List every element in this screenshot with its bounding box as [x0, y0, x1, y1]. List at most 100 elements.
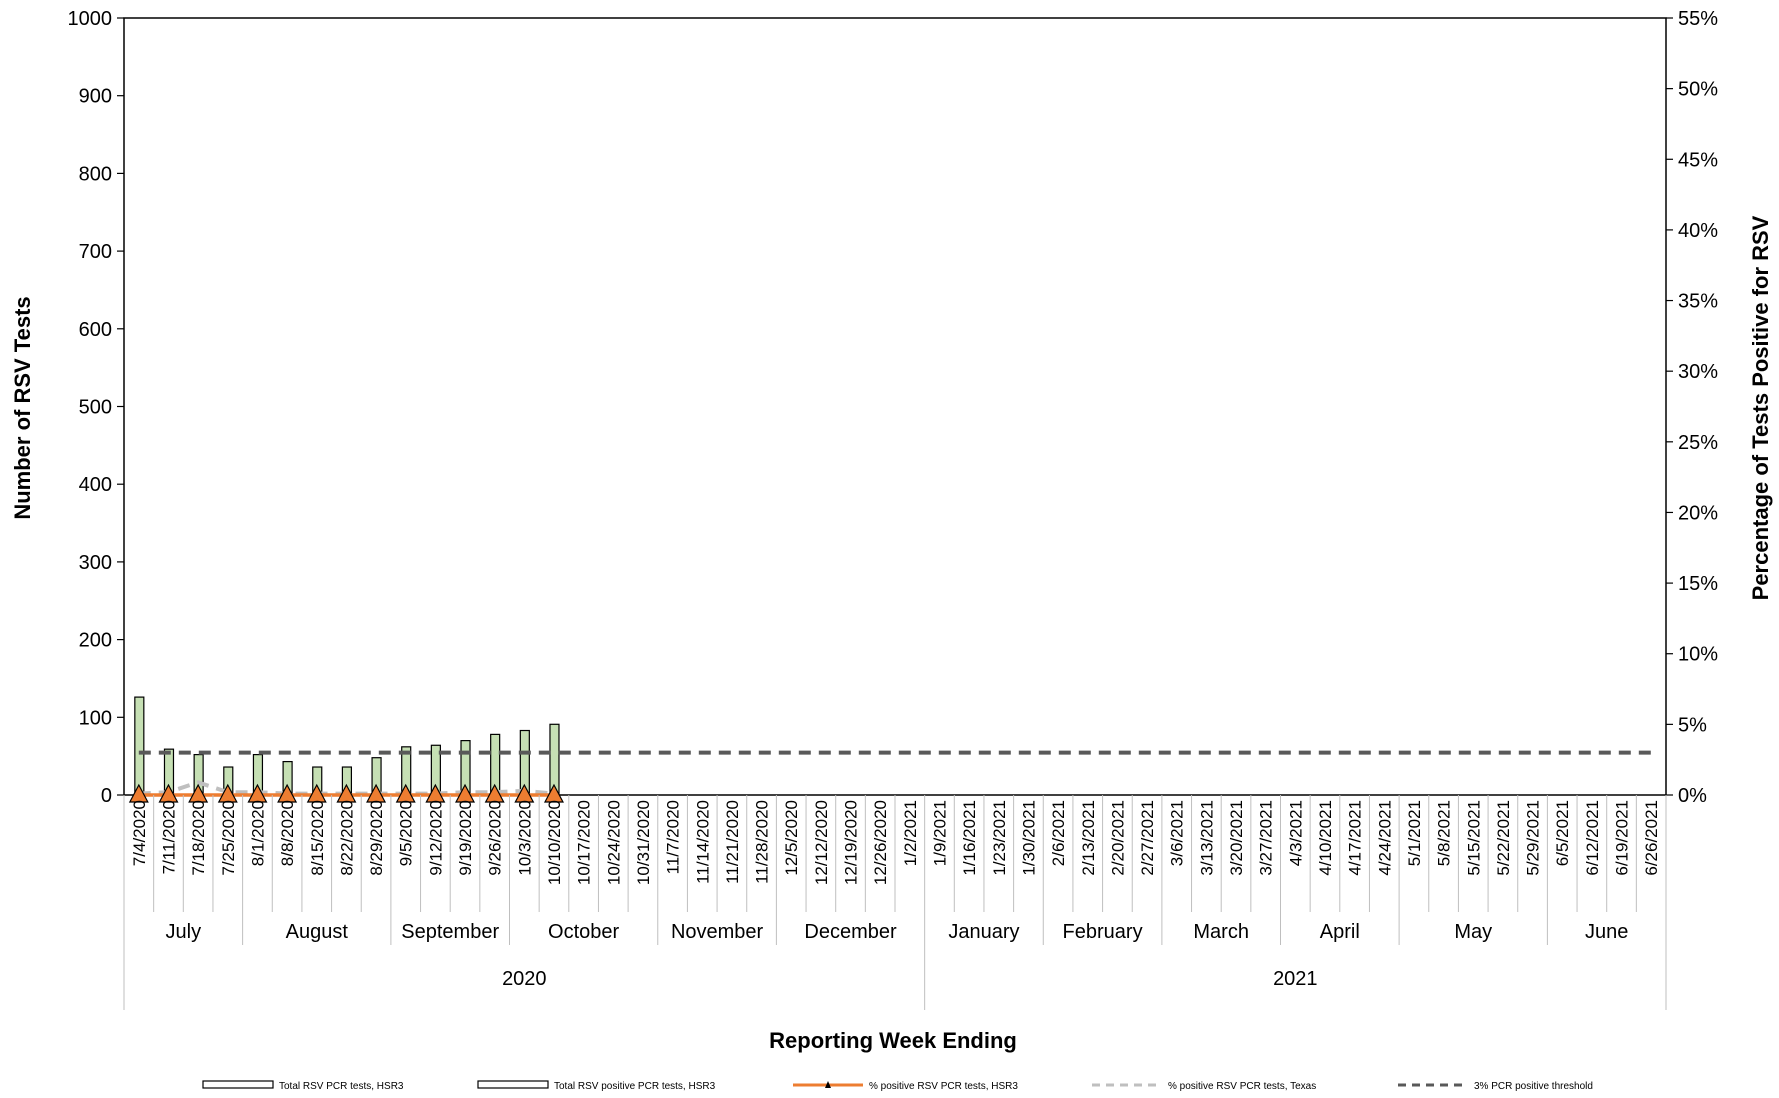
x-category-label: 6/5/2021: [1553, 800, 1572, 866]
bar-total-tests: [134, 696, 145, 796]
y-left-tick-label: 300: [79, 552, 112, 574]
x-category-label: 10/3/2020: [515, 800, 534, 876]
x-category-label: 10/10/2020: [545, 800, 564, 885]
x-category-label: 9/5/2020: [397, 800, 416, 866]
x-category-label: 12/26/2020: [871, 800, 890, 885]
month-label: September: [401, 921, 499, 943]
y-left-tick-label: 1000: [68, 8, 113, 30]
x-category-label: 6/19/2021: [1613, 800, 1632, 876]
marker-pct-positive-hsr3: [158, 783, 179, 803]
y-left-tick-label: 200: [79, 630, 112, 652]
legend-swatch-bar: [477, 1080, 549, 1089]
y-right-tick-label: 35%: [1678, 291, 1718, 313]
marker-pct-positive-hsr3: [455, 783, 476, 803]
x-category-label: 9/26/2020: [486, 800, 505, 876]
marker-pct-positive-hsr3: [425, 783, 446, 803]
y-axis-left-title: Number of RSV Tests: [10, 296, 35, 519]
x-category-label: 12/12/2020: [812, 800, 831, 885]
marker-pct-positive-hsr3: [217, 783, 238, 803]
y-right-tick-label: 5%: [1678, 714, 1707, 736]
x-category-label: 2/27/2021: [1138, 800, 1157, 876]
y-right-tick-label: 0%: [1678, 785, 1707, 807]
month-label: May: [1454, 921, 1492, 943]
y-right-tick-label: 40%: [1678, 220, 1718, 242]
year-label: 2020: [502, 968, 547, 990]
x-category-label: 5/22/2021: [1494, 800, 1513, 876]
y-right-tick-label: 50%: [1678, 79, 1718, 101]
x-category-label: 2/6/2021: [1049, 800, 1068, 866]
y-right-tick-label: 25%: [1678, 432, 1718, 454]
y-axis-left-ticks: 0 100 200 300 400 500 600 700 800 900 1000: [68, 8, 124, 807]
x-category-label: 3/27/2021: [1257, 800, 1276, 876]
marker-pct-positive-hsr3: [395, 783, 416, 803]
x-axis-groups: July August September October November Decemb…: [123, 912, 1667, 1010]
marker-pct-positive-hsr3: [514, 783, 535, 803]
x-category-label: 4/24/2021: [1375, 800, 1394, 876]
x-category-label: 11/21/2020: [723, 800, 742, 884]
legend-swatch-bar: [202, 1080, 274, 1089]
x-category-label: 1/30/2021: [1019, 800, 1038, 876]
x-category-label: 1/2/2021: [901, 800, 920, 866]
x-category-label: 1/16/2021: [960, 800, 979, 876]
legend-swatch-marker: [825, 1081, 831, 1088]
y-right-tick-label: 45%: [1678, 149, 1718, 171]
month-label: December: [804, 921, 897, 943]
marker-pct-positive-hsr3: [543, 783, 564, 803]
x-category-label: 10/31/2020: [634, 800, 653, 885]
x-category-label: 7/25/2020: [219, 800, 238, 876]
year-label: 2021: [1273, 968, 1318, 990]
x-category-label: 10/24/2020: [604, 800, 623, 885]
x-category-label: 1/23/2021: [990, 800, 1009, 876]
month-label: January: [948, 921, 1019, 943]
marker-pct-positive-hsr3: [306, 783, 327, 803]
x-category-label: 4/3/2021: [1286, 800, 1305, 866]
marker-pct-positive-hsr3: [188, 783, 209, 803]
x-category-label: 12/19/2020: [842, 800, 861, 885]
month-label: June: [1585, 921, 1628, 943]
y-axis-right-title: Percentage of Tests Positive for RSV: [1748, 215, 1773, 600]
marker-pct-positive-hsr3: [366, 783, 387, 803]
x-category-label: 11/7/2020: [664, 800, 683, 874]
y-left-tick-label: 800: [79, 163, 112, 185]
x-category-label: 9/19/2020: [456, 800, 475, 876]
x-category-label: 9/12/2020: [426, 800, 445, 876]
x-category-label: 5/1/2021: [1405, 800, 1424, 866]
y-right-tick-label: 55%: [1678, 8, 1718, 30]
bars-layer: [134, 696, 560, 796]
bar-total-tests: [549, 723, 560, 796]
month-label: October: [548, 921, 619, 943]
y-right-tick-label: 10%: [1678, 644, 1718, 666]
y-left-tick-label: 900: [79, 86, 112, 108]
month-label: August: [286, 921, 349, 943]
x-category-label: 4/17/2021: [1346, 800, 1365, 876]
marker-pct-positive-hsr3: [128, 783, 149, 803]
x-category-label: 11/28/2020: [753, 800, 772, 884]
x-category-label: 5/29/2021: [1524, 800, 1543, 876]
x-category-label: 8/29/2020: [367, 800, 386, 876]
x-axis-category-labels: 7/4/2020 7/11/2020 7/18/2020 7/25/2020 8/1/2…: [123, 795, 1667, 912]
x-category-label: 7/18/2020: [189, 800, 208, 876]
legend-label: Total RSV positive PCR tests, HSR3: [554, 1081, 716, 1092]
x-category-label: 11/14/2020: [693, 800, 712, 884]
x-category-label: 3/20/2021: [1227, 800, 1246, 876]
y-right-tick-label: 15%: [1678, 573, 1718, 595]
month-label: April: [1320, 921, 1360, 943]
y-left-tick-label: 0: [101, 785, 112, 807]
legend-label: Total RSV PCR tests, HSR3: [279, 1081, 404, 1092]
x-category-label: 7/4/2020: [130, 800, 149, 866]
y-left-tick-label: 700: [79, 241, 112, 263]
x-category-label: 2/20/2021: [1108, 800, 1127, 876]
markers-layer: [128, 783, 564, 803]
x-category-label: 3/6/2021: [1168, 800, 1187, 866]
y-left-tick-label: 400: [79, 474, 112, 496]
x-category-label: 7/11/2020: [159, 800, 178, 874]
legend-label: % positive RSV PCR tests, Texas: [1168, 1081, 1316, 1092]
x-category-label: 2/13/2021: [1079, 800, 1098, 876]
x-category-label: 3/13/2021: [1197, 800, 1216, 876]
legend: Total RSV PCR tests, HSR3 Total RSV posit…: [202, 1080, 1593, 1092]
x-category-label: 4/10/2021: [1316, 800, 1335, 876]
x-category-label: 5/8/2021: [1435, 800, 1454, 866]
month-label: November: [671, 921, 764, 943]
marker-pct-positive-hsr3: [247, 783, 268, 803]
lines-layer: [138, 750, 1652, 797]
